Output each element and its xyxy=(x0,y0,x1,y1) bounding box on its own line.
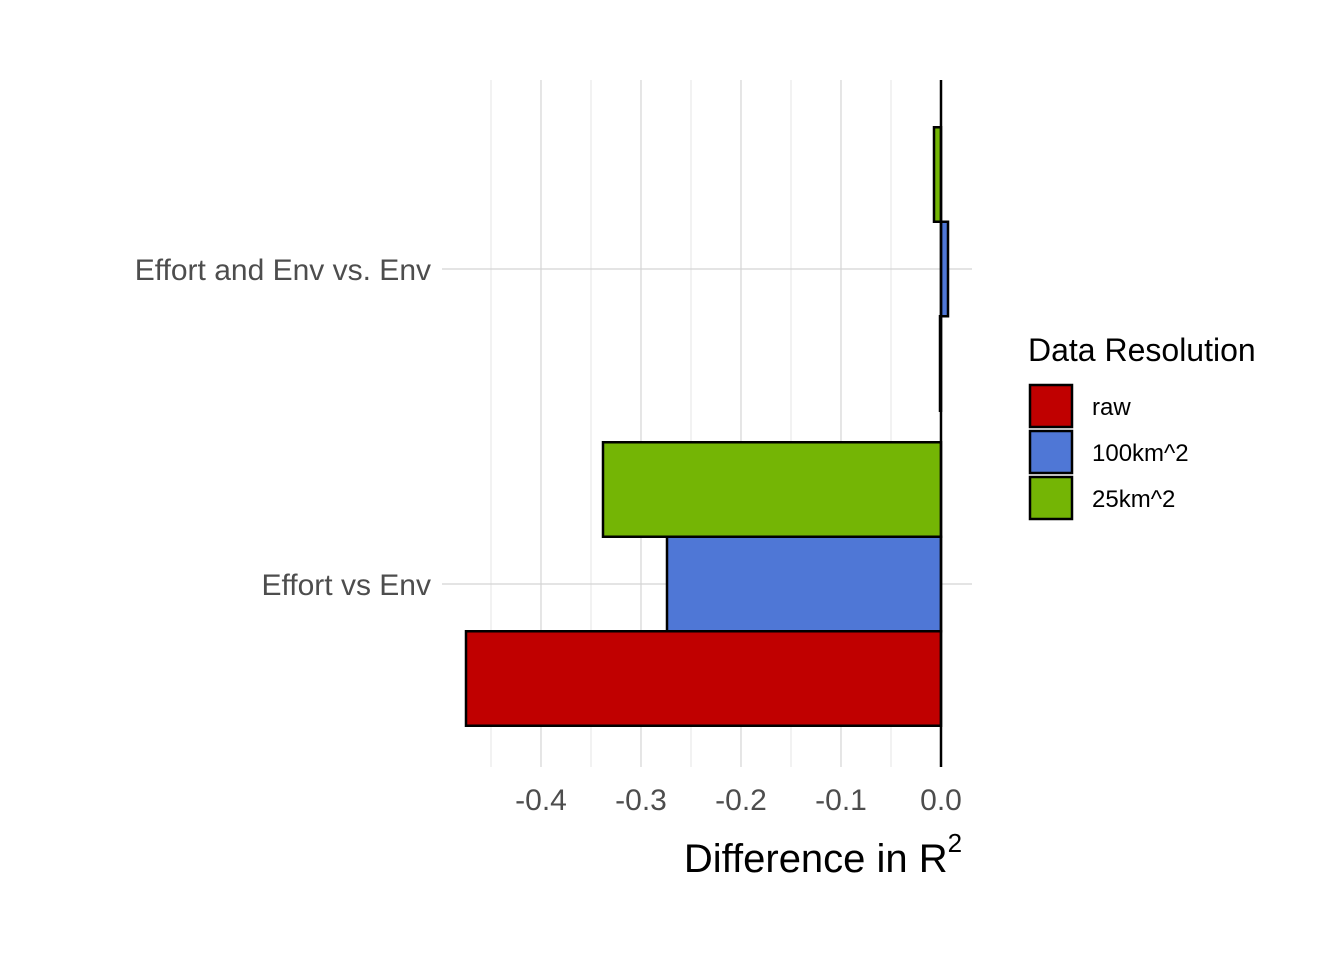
legend-swatch-25km-2 xyxy=(1028,475,1074,521)
x-tick-label: -0.1 xyxy=(815,784,867,817)
x-axis-title-main: Difference in R xyxy=(684,837,948,881)
legend-label-raw: raw xyxy=(1092,394,1131,421)
category-label: Effort vs Env xyxy=(261,569,431,602)
bar-effort-vs-env-raw xyxy=(464,630,943,727)
legend-swatch-100km-2 xyxy=(1028,429,1074,475)
category-label: Effort and Env vs. Env xyxy=(135,254,431,287)
x-tick-label: -0.3 xyxy=(615,784,667,817)
legend-label-100km-2: 100km^2 xyxy=(1092,440,1189,467)
x-tick-label: -0.2 xyxy=(715,784,767,817)
x-axis-title-superscript: 2 xyxy=(948,828,962,858)
legend-swatch-raw xyxy=(1028,383,1074,429)
bar-effort-vs-env-25km-2 xyxy=(601,441,943,538)
x-axis-title: Difference in R2 xyxy=(684,828,962,881)
legend-title: Data Resolution xyxy=(1028,332,1256,368)
x-tick-label: -0.4 xyxy=(515,784,567,817)
x-tick-labels: -0.4 -0.3 -0.2 -0.1 0.0 xyxy=(515,784,962,817)
legend: Data Resolution raw 100km^2 25km^2 xyxy=(1028,332,1256,521)
bars xyxy=(464,126,950,727)
bar-effort-vs-env-100km-2 xyxy=(665,535,943,633)
legend-label-25km-2: 25km^2 xyxy=(1092,486,1175,513)
x-tick-label: 0.0 xyxy=(920,784,962,817)
category-labels: Effort vs Env Effort and Env vs. Env xyxy=(135,254,431,602)
